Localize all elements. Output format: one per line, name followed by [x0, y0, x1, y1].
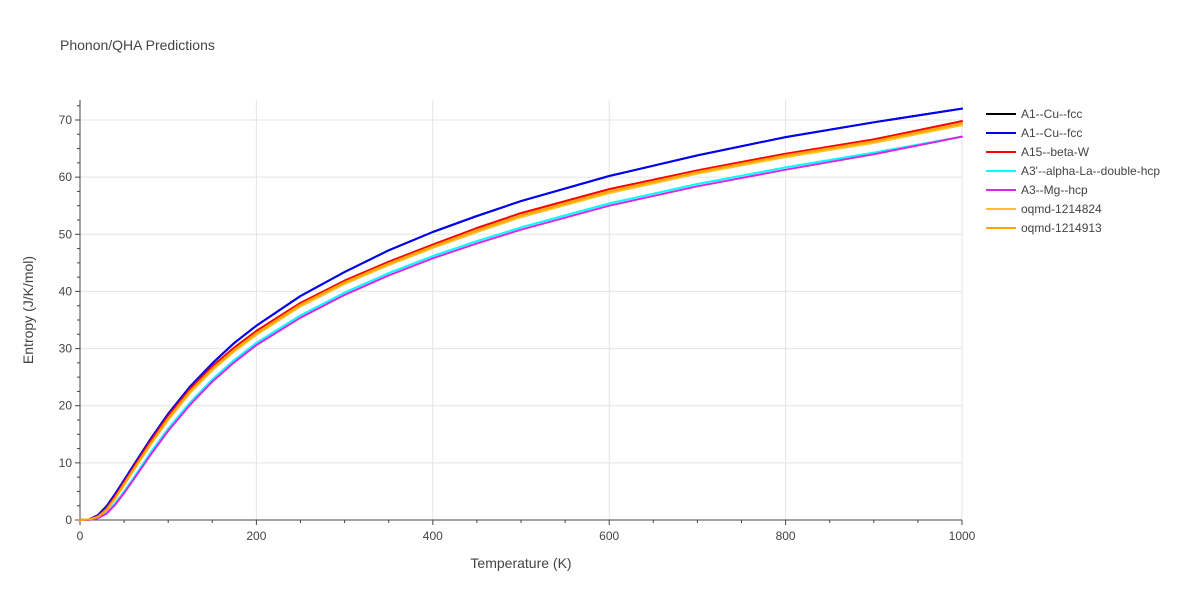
legend-label: oqmd-1214913	[1021, 221, 1102, 235]
x-tick-label: 0	[77, 529, 84, 543]
y-tick-label: 70	[59, 113, 73, 127]
legend-item[interactable]: oqmd-1214824	[986, 202, 1102, 216]
y-axis-title: Entropy (J/K/mol)	[20, 256, 36, 364]
axes	[75, 100, 963, 525]
legend-label: oqmd-1214824	[1021, 202, 1102, 216]
series-line	[79, 135, 963, 521]
y-tick-label: 50	[59, 227, 73, 241]
y-tick-label: 0	[65, 513, 72, 527]
y-tick-label: 20	[59, 399, 73, 413]
y-tick-label: 60	[59, 170, 73, 184]
legend-label: A3'--alpha-La--double-hcp	[1021, 164, 1160, 178]
legend-item[interactable]: A1--Cu--fcc	[986, 126, 1082, 140]
y-tick-label: 30	[59, 342, 73, 356]
series-lines	[79, 107, 963, 521]
legend-item[interactable]: oqmd-1214913	[986, 221, 1102, 235]
x-axis-title: Temperature (K)	[470, 555, 571, 571]
chart-title: Phonon/QHA Predictions	[60, 37, 215, 53]
legend-item[interactable]: A15--beta-W	[986, 145, 1090, 159]
y-tick-label: 40	[59, 284, 73, 298]
y-tick-labels: 0 10 20 30 40 50 60 70	[59, 113, 73, 527]
x-tick-labels: 0 200 400 600 800 1000	[77, 529, 976, 543]
legend-item[interactable]: A3'--alpha-La--double-hcp	[986, 164, 1160, 178]
legend[interactable]: A1--Cu--fcc A1--Cu--fcc A15--beta-W A3'--al…	[986, 107, 1160, 235]
legend-label: A3--Mg--hcp	[1021, 183, 1088, 197]
series-line	[79, 124, 963, 521]
legend-label: A1--Cu--fcc	[1021, 126, 1082, 140]
y-tick-label: 10	[59, 456, 73, 470]
series-line	[79, 122, 963, 521]
x-tick-label: 400	[423, 529, 443, 543]
x-tick-label: 600	[599, 529, 619, 543]
series-line	[79, 135, 963, 521]
legend-item[interactable]: A3--Mg--hcp	[986, 183, 1088, 197]
series-line	[79, 107, 963, 521]
legend-label: A1--Cu--fcc	[1021, 107, 1082, 121]
grid	[80, 100, 963, 520]
x-tick-label: 1000	[949, 529, 976, 543]
series-line	[79, 120, 963, 521]
series-line	[79, 107, 963, 521]
x-tick-label: 200	[246, 529, 266, 543]
legend-item[interactable]: A1--Cu--fcc	[986, 107, 1082, 121]
legend-label: A15--beta-W	[1021, 145, 1090, 159]
x-tick-label: 800	[776, 529, 796, 543]
